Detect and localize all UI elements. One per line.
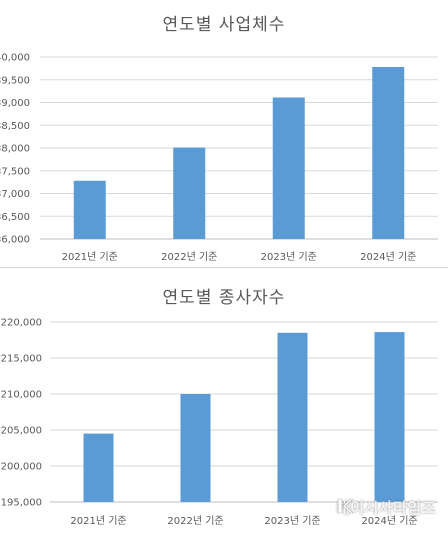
bar [374, 332, 405, 502]
bar [73, 180, 106, 239]
bar [173, 147, 206, 239]
y-tick-label: 215,000 [1, 354, 42, 365]
y-tick-label: 39,000 [0, 98, 30, 109]
y-tick-label: 200,000 [1, 462, 42, 473]
y-tick-label: 36,500 [0, 212, 30, 223]
business-count-plot: 36,000 36,500 37,000 37,500 38,000 38,500 39,0… [0, 53, 438, 263]
business-count-chart: 연도별 사업체수 36,00036,50037,00037,50038,0003… [0, 15, 448, 268]
x-tick-label: 2024년 기준 [361, 515, 417, 527]
bar [372, 67, 405, 239]
y-tick-label: 205,000 [1, 426, 42, 437]
watermark-text: 케이시사타임즈 [335, 499, 436, 517]
x-tick-label: 2022년 기준 [161, 251, 217, 263]
x-tick-label: 2021년 기준 [62, 251, 118, 263]
x-tick-label: 2023년 기준 [264, 515, 320, 527]
y-tick-label: 39,500 [0, 75, 30, 86]
y-tick-label: 210,000 [1, 390, 42, 401]
employee-count-chart: 연도별 종사자수 195,000 200,000 205,000 210,000 215… [0, 270, 448, 536]
x-tick-label: 2024년 기준 [360, 251, 416, 263]
x-tick-label: 2022년 기준 [167, 515, 223, 527]
x-tick-label: 2023년 기준 [261, 251, 317, 263]
y-tick-label: 220,000 [1, 318, 42, 329]
chart-title: 연도별 사업체수 [162, 15, 286, 35]
y-tick-label: 38,000 [0, 144, 30, 155]
y-tick-label: 195,000 [1, 498, 42, 509]
bar [180, 394, 211, 502]
bar [83, 433, 114, 502]
bar [277, 332, 308, 502]
employee-count-plot: 195,000 200,000 205,000 210,000 215,000 220,0… [1, 318, 438, 527]
ks-logo-icon [337, 498, 354, 514]
bar [272, 97, 305, 240]
y-tick-label: 40,000 [0, 53, 30, 64]
y-tick-label: 37,000 [0, 189, 30, 200]
watermark: 케이시사타임즈 [336, 497, 436, 518]
chart-title: 연도별 종사자수 [162, 288, 286, 308]
y-tick-label: 37,500 [0, 166, 30, 177]
y-tick-label: 38,500 [0, 121, 30, 132]
x-tick-label: 2021년 기준 [70, 515, 126, 527]
y-tick-label: 36,000 [0, 235, 30, 246]
